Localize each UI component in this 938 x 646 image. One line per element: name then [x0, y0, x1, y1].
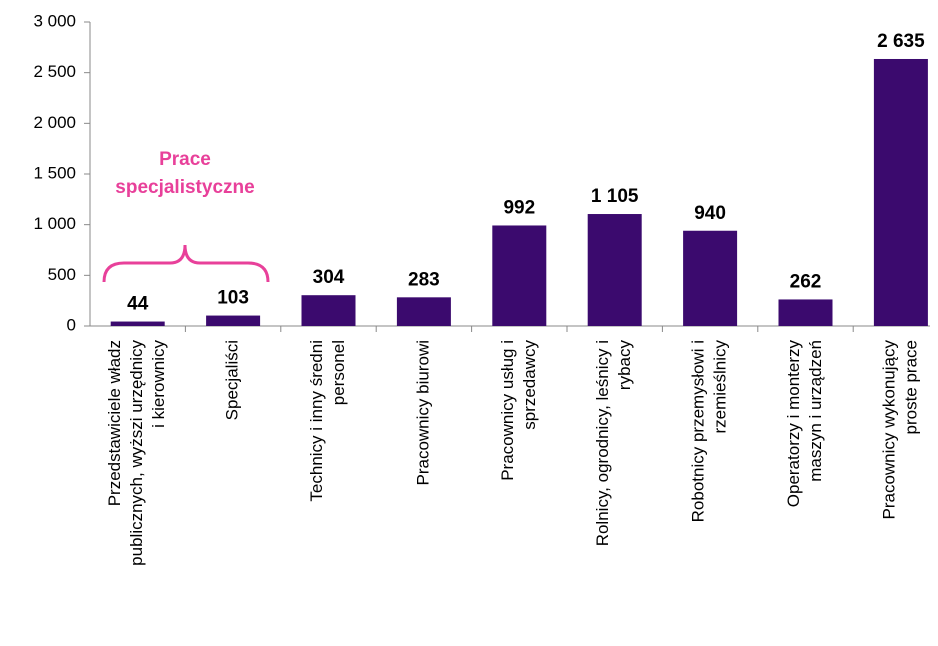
y-tick-label: 1 500 [33, 163, 76, 182]
value-label: 940 [694, 203, 726, 224]
value-label: 304 [313, 267, 345, 288]
x-tick-label: maszyn i urządzeń [806, 340, 825, 482]
bar [396, 297, 451, 326]
bar [778, 299, 833, 326]
value-label: 1 105 [591, 186, 639, 207]
x-tick-label: Technicy i inny średni [307, 340, 326, 502]
value-label: 44 [127, 294, 149, 315]
x-tick-label: Pracownicy wykonujący [879, 340, 898, 520]
x-tick-label: rybacy [615, 340, 634, 391]
x-tick-label: Specjaliści [223, 340, 242, 420]
value-label: 103 [217, 288, 249, 309]
bar [301, 295, 356, 326]
bar [492, 225, 547, 326]
x-tick-label: Przedstawiciele władz [105, 340, 124, 506]
value-label: 2 635 [877, 31, 925, 52]
y-tick-label: 0 [67, 315, 76, 334]
y-tick-label: 2 500 [33, 62, 76, 81]
y-tick-label: 3 000 [33, 11, 76, 30]
x-tick-label: Pracownicy usług i [498, 340, 517, 481]
value-label: 262 [790, 271, 822, 292]
value-label: 992 [503, 197, 535, 218]
annotation: specjalistyczne [115, 177, 254, 198]
x-tick-label: rzemieślnicy [711, 340, 730, 434]
y-tick-label: 1 000 [33, 214, 76, 233]
annotation-brace [102, 244, 270, 283]
x-tick-label: publicznych, wyższi urzędnicy [127, 340, 146, 566]
x-tick-label: Robotnicy przemysłowi i [689, 340, 708, 522]
x-tick-label: Rolnicy, ogrodnicy, leśnicy i [593, 340, 612, 546]
x-tick-label: Pracownicy biurowi [413, 340, 432, 486]
bar [873, 58, 928, 327]
x-tick-label: sprzedawcy [520, 340, 539, 430]
bar [110, 321, 165, 326]
annotation: Prace [159, 149, 211, 170]
value-label: 283 [408, 269, 440, 290]
y-tick-label: 500 [48, 265, 76, 284]
bar [206, 315, 261, 326]
x-tick-label: Operatorzy i monterzy [784, 340, 803, 508]
y-tick-label: 2 000 [33, 113, 76, 132]
bar [587, 214, 642, 326]
x-tick-label: i kierownicy [149, 340, 168, 428]
x-tick-label: personel [329, 340, 348, 405]
x-tick-label: proste prace [901, 340, 920, 435]
bar [683, 230, 738, 326]
